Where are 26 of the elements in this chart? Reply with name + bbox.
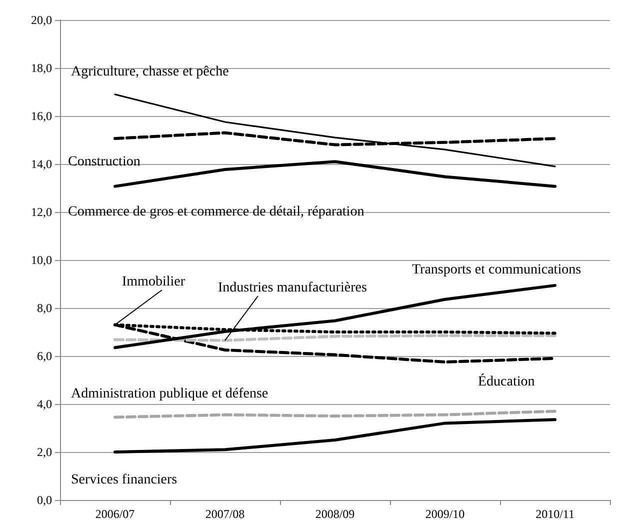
text: Agriculture, chasse et pêche [71, 64, 229, 80]
x-tick-label: 2006/07 [95, 507, 135, 521]
y-tick-label: 14,0 [31, 157, 52, 171]
y-tick-label: 12,0 [31, 205, 52, 219]
series-label: Administration publique et défense [71, 386, 268, 402]
line-series [114, 418, 556, 454]
y-tick-label: 0,0 [37, 493, 52, 507]
series-label: Construction [68, 154, 140, 170]
text: Commerce de gros et commerce de détail, réparation [68, 204, 364, 220]
series-label: Transports et communications [412, 262, 582, 278]
y-tick-label: 2,0 [37, 445, 52, 459]
series-label: Éducation [478, 372, 535, 390]
y-tick-label: 20,0 [31, 13, 52, 27]
x-tick-label: 2007/08 [205, 507, 245, 521]
text: Industries manufacturières [218, 280, 367, 296]
text: Immobilier [122, 274, 186, 290]
x-tick-label: 2009/10 [425, 507, 465, 521]
x-tick-label: 2008/09 [315, 507, 355, 521]
y-tick-label: 10,0 [31, 253, 52, 267]
y-tick-label: 6,0 [37, 349, 52, 363]
y-tick-label: 18,0 [31, 61, 52, 75]
x-tick-label: 2010/11 [536, 507, 574, 521]
y-tick-label: 16,0 [31, 109, 52, 123]
y-tick-label: 8,0 [37, 301, 52, 315]
series-label: Services financiers [71, 472, 178, 488]
y-tick-label: 4,0 [37, 397, 52, 411]
